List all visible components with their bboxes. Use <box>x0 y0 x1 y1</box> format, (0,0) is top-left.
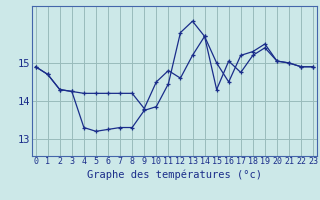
X-axis label: Graphe des températures (°c): Graphe des températures (°c) <box>87 169 262 180</box>
